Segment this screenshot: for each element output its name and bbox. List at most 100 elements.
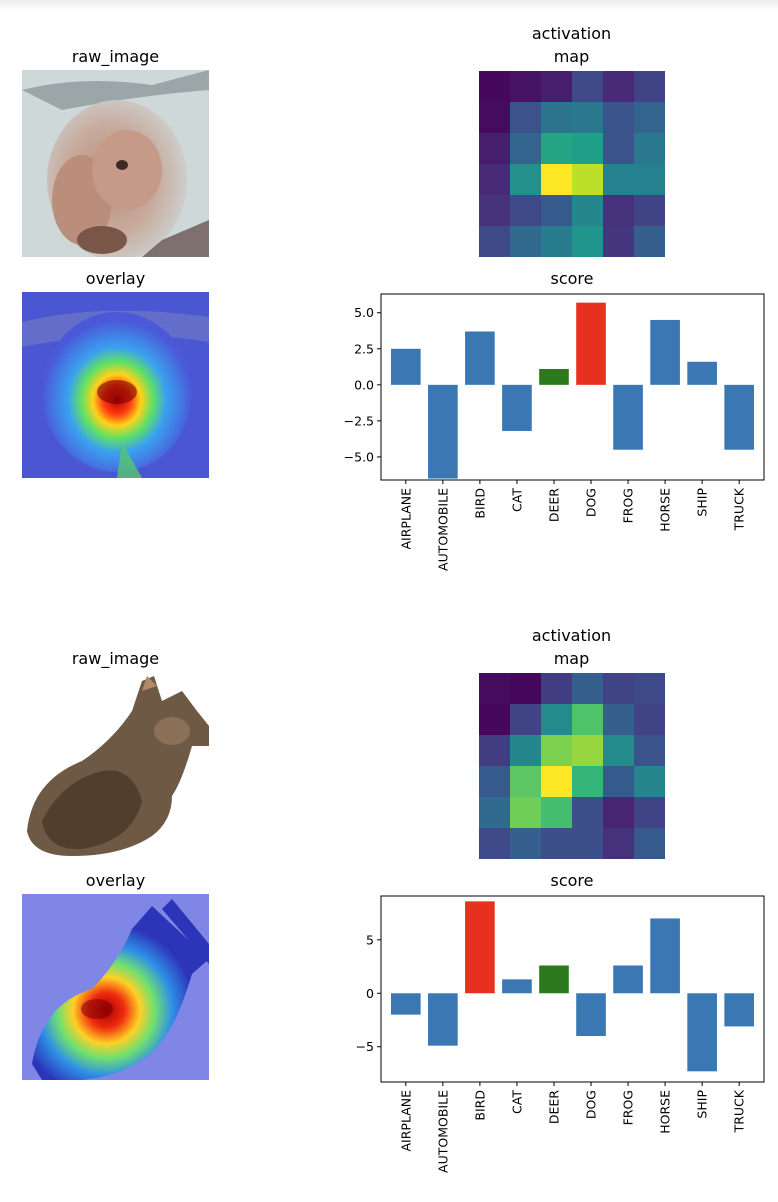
activation-map-heatmap: [479, 673, 665, 859]
heatmap-cell: [603, 226, 635, 257]
heatmap-cell: [510, 766, 542, 798]
bar-truck: [724, 384, 754, 450]
heatmap-cell: [541, 102, 573, 134]
heatmap-cell: [510, 133, 542, 165]
x-tick-label: CAT: [509, 1090, 524, 1114]
heatmap-cell: [541, 164, 573, 196]
x-tick-label: DOG: [584, 488, 599, 517]
score-chart-2: AIRPLANE AUTOMOBILE BIRD CAT DEER DOG FROG HORS…: [356, 895, 765, 1173]
heatmap-cell: [510, 704, 542, 736]
bar-deer: [539, 368, 569, 385]
bar-cat: [502, 384, 532, 431]
heatmap-cell: [541, 195, 573, 227]
heatmap-cell: [634, 704, 665, 736]
heatmap-cell: [479, 71, 511, 103]
heatmap-cell: [510, 102, 542, 134]
overlay-image: [22, 894, 209, 1080]
heatmap-cell: [510, 226, 542, 257]
x-tick-label: DEER: [546, 488, 561, 522]
bar-airplane: [391, 348, 421, 385]
heatmap-cell: [634, 164, 665, 196]
heatmap-cell: [572, 133, 604, 165]
bar-ship: [687, 993, 717, 1072]
heatmap-cell: [510, 797, 542, 829]
heatmap-cell: [479, 673, 511, 705]
heatmap-cell: [541, 797, 573, 829]
heatmap-cell: [479, 704, 511, 736]
bar-horse: [650, 319, 680, 385]
bar-dog: [576, 993, 606, 1037]
x-tick-label: AUTOMOBILE: [435, 488, 450, 571]
heatmap-cell: [541, 133, 573, 165]
x-tick-label: AUTOMOBILE: [435, 1090, 450, 1173]
heatmap-cell: [603, 828, 635, 859]
figure-2: raw_image activation map overlay: [0, 602, 778, 1202]
heatmap-cell: [572, 673, 604, 705]
x-tick-label: SHIP: [695, 1090, 710, 1119]
bar-bird: [465, 901, 495, 994]
activation-map-title-2: activation map: [531, 626, 612, 668]
score-title-1: score: [550, 269, 594, 288]
heatmap-cell: [510, 673, 542, 705]
x-tick-label: FROG: [621, 1090, 636, 1125]
x-tick-label: TRUCK: [732, 487, 747, 531]
raw-image-title: raw_image: [71, 649, 160, 668]
heatmap-cell: [541, 673, 573, 705]
figure-1: raw_image activation map overlay: [0, 0, 778, 600]
activation-map-title-1: activation map: [531, 24, 612, 66]
raw-image: [22, 671, 209, 857]
heatmap-cell: [510, 735, 542, 767]
x-tick-label: FROG: [621, 488, 636, 523]
heatmap-cell: [479, 766, 511, 798]
y-tick-label: 5: [366, 932, 374, 947]
y-tick-label: −2.5: [344, 413, 374, 428]
heatmap-cell: [479, 164, 511, 196]
bar-cat: [502, 979, 532, 994]
y-tick-label: 0.0: [354, 377, 374, 392]
score-chart-1: AIRPLANE AUTOMOBILE BIRD CAT DEER DOG FROG HORS…: [344, 293, 765, 571]
bar-automobile: [428, 384, 458, 479]
x-tick-label: TRUCK: [732, 1089, 747, 1133]
y-tick-label: 5.0: [354, 305, 374, 320]
bar-frog: [613, 384, 643, 450]
heatmap-cell: [634, 797, 665, 829]
heatmap-cell: [634, 735, 665, 767]
score-title-2: score: [550, 871, 594, 890]
heatmap-cell: [479, 226, 511, 257]
heatmap-cell: [603, 195, 635, 227]
heatmap-cell: [603, 766, 635, 798]
heatmap-cell: [541, 71, 573, 103]
activation-map-heatmap: [479, 71, 665, 257]
y-tick-label: 2.5: [354, 341, 374, 356]
x-tick-label: BIRD: [472, 1090, 487, 1121]
heatmap-cell: [541, 766, 573, 798]
heatmap-cell: [572, 195, 604, 227]
bar-ship: [687, 361, 717, 385]
heatmap-cell: [510, 828, 542, 859]
heatmap-cell: [572, 226, 604, 257]
bar-truck: [724, 993, 754, 1027]
y-tick-label: −5.0: [344, 449, 374, 464]
heatmap-cell: [572, 828, 604, 859]
heatmap-cell: [634, 102, 665, 134]
heatmap-cell: [603, 797, 635, 829]
x-tick-label: DOG: [584, 1090, 599, 1119]
x-tick-label: HORSE: [658, 488, 673, 532]
heatmap-cell: [572, 164, 604, 196]
bar-deer: [539, 965, 569, 994]
heatmap-cell: [634, 133, 665, 165]
x-tick-label: AIRPLANE: [398, 488, 413, 550]
heatmap-cell: [510, 164, 542, 196]
heatmap-cell: [603, 735, 635, 767]
x-tick-label: HORSE: [658, 1090, 673, 1134]
heatmap-cell: [634, 673, 665, 705]
heatmap-cell: [479, 735, 511, 767]
bar-horse: [650, 918, 680, 994]
x-tick-label: AIRPLANE: [398, 1090, 413, 1152]
heatmap-cell: [634, 226, 665, 257]
heatmap-cell: [603, 133, 635, 165]
heatmap-cell: [572, 704, 604, 736]
bar-dog: [576, 302, 606, 385]
overlay-title: overlay: [85, 871, 146, 890]
heatmap-cell: [510, 71, 542, 103]
